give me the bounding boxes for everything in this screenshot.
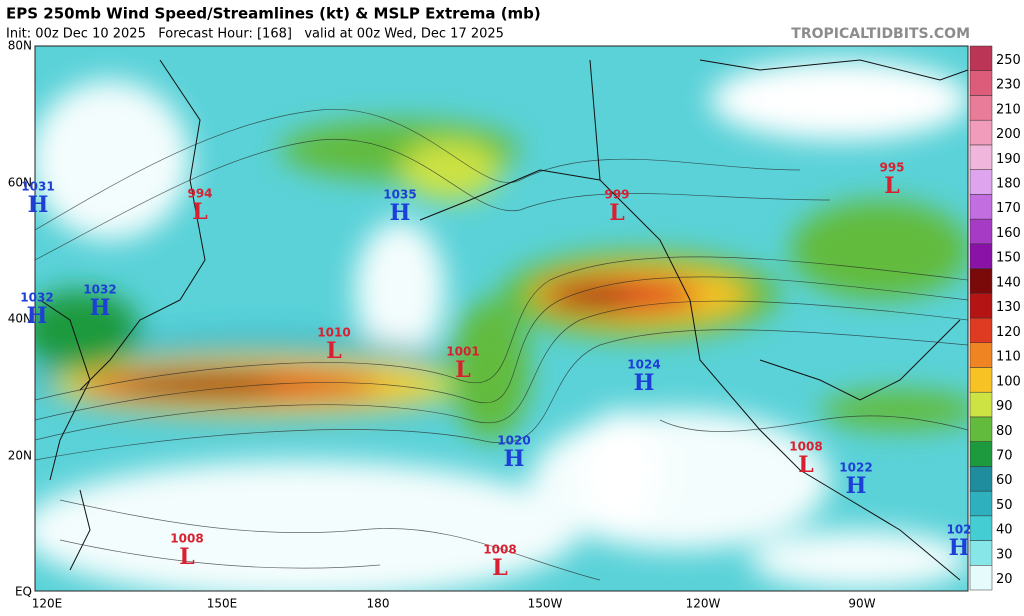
- pressure-value: 1020: [497, 434, 530, 448]
- pressure-value: 1008: [170, 532, 203, 546]
- pressure-value: 1032: [83, 283, 116, 297]
- colorbar-segment: [969, 70, 993, 96]
- latitude-label: 80N: [8, 39, 32, 53]
- colorbar-segment: [969, 317, 993, 343]
- longitude-label: 90W: [848, 597, 875, 611]
- colorbar-label: 230: [996, 78, 1021, 93]
- longitude-label: 180: [367, 597, 390, 611]
- colorbar-label: 140: [996, 275, 1021, 290]
- title: EPS 250mb Wind Speed/Streamlines (kt) & …: [6, 5, 541, 23]
- colorbar-segment: [969, 391, 993, 418]
- pressure-center: L: [798, 452, 813, 478]
- colorbar-segment: [969, 293, 993, 319]
- pressure-center: H: [634, 370, 655, 396]
- pressure-center: H: [949, 535, 970, 561]
- colorbar-segment: [969, 218, 993, 245]
- colorbar-label: 200: [996, 127, 1021, 142]
- pressure-center: L: [609, 200, 624, 226]
- colorbar-label: 130: [996, 300, 1021, 315]
- colorbar-segment: [969, 367, 993, 393]
- latitude-label: 40N: [8, 312, 32, 326]
- colorbar-label: 150: [996, 251, 1021, 266]
- colorbar-label: 70: [996, 449, 1013, 464]
- pressure-value: 1008: [483, 543, 516, 557]
- pressure-center: L: [884, 173, 899, 199]
- longitude-label: 120E: [32, 597, 63, 611]
- colorbar-label: 250: [996, 53, 1021, 68]
- colorbar-segment: [969, 144, 993, 170]
- pressure-center: H: [28, 192, 49, 218]
- colorbar-segment: [969, 243, 993, 269]
- colorbar-label: 60: [996, 473, 1013, 488]
- pressure-center: L: [326, 338, 341, 364]
- pressure-center: H: [27, 303, 48, 329]
- colorbar-label: 110: [996, 350, 1021, 365]
- colorbar-segment: [969, 441, 993, 467]
- pressure-value: 1024: [627, 358, 660, 372]
- pressure-value: 1035: [383, 188, 416, 202]
- map: [35, 46, 968, 591]
- pressure-center: L: [192, 199, 207, 225]
- colorbar-segment: [969, 466, 993, 492]
- pressure-center: H: [504, 446, 525, 472]
- colorbar-label: 90: [996, 399, 1013, 414]
- pressure-value: 994: [187, 187, 212, 201]
- pressure-value: 1008: [789, 440, 822, 454]
- colorbar-label: 160: [996, 226, 1021, 241]
- source: TROPICALTIDBITS.COM: [791, 26, 970, 42]
- colorbar-segment: [969, 565, 993, 591]
- colorbar-label: 170: [996, 201, 1021, 216]
- pressure-value: 1001: [446, 345, 479, 359]
- colorbar-segment: [969, 169, 993, 195]
- colorbar-segment: [969, 194, 993, 220]
- colorbar-label: 100: [996, 374, 1021, 389]
- pressure-center: H: [90, 295, 111, 321]
- colorbar-label: 120: [996, 325, 1021, 340]
- longitude-label: 150W: [528, 597, 563, 611]
- colorbar-segment: [969, 416, 993, 442]
- colorbar-label: 210: [996, 102, 1021, 117]
- colorbar-label: 30: [996, 547, 1013, 562]
- latitude-label: 60N: [8, 176, 32, 190]
- latitude-label: EQ: [15, 585, 32, 599]
- colorbar-label: 20: [996, 572, 1013, 587]
- pressure-value: 999: [604, 188, 629, 202]
- colorbar-label: 40: [996, 523, 1013, 538]
- pressure-center: L: [179, 544, 194, 570]
- map-frame: [34, 45, 969, 592]
- colorbar-label: 50: [996, 498, 1013, 513]
- colorbar-segment: [969, 119, 993, 146]
- colorbar-segment: [969, 95, 993, 121]
- longitude-label: 120W: [686, 597, 721, 611]
- colorbar-label: 80: [996, 424, 1013, 439]
- colorbar-segment: [969, 515, 993, 541]
- colorbar-label: 180: [996, 177, 1021, 192]
- colorbar-segment: [969, 342, 993, 368]
- colorbar-segment: [969, 490, 993, 517]
- pressure-value: 1010: [317, 326, 350, 340]
- pressure-value: 1031: [21, 180, 54, 194]
- longitude-label: 150E: [207, 597, 238, 611]
- colorbar-label: 190: [996, 152, 1021, 167]
- pressure-value: 1032: [20, 291, 53, 305]
- subtitle: Init: 00z Dec 10 2025 Forecast Hour: [16…: [6, 27, 504, 42]
- pressure-center: L: [455, 357, 470, 383]
- pressure-value: 102: [946, 523, 971, 537]
- pressure-value: 995: [879, 161, 904, 175]
- pressure-center: H: [846, 473, 867, 499]
- colorbar-segment: [969, 540, 993, 566]
- pressure-center: L: [492, 555, 507, 581]
- pressure-value: 1022: [839, 461, 872, 475]
- pressure-center: H: [390, 200, 411, 226]
- latitude-label: 20N: [8, 449, 32, 463]
- colorbar-segment: [969, 268, 993, 294]
- colorbar-segment: [969, 45, 993, 71]
